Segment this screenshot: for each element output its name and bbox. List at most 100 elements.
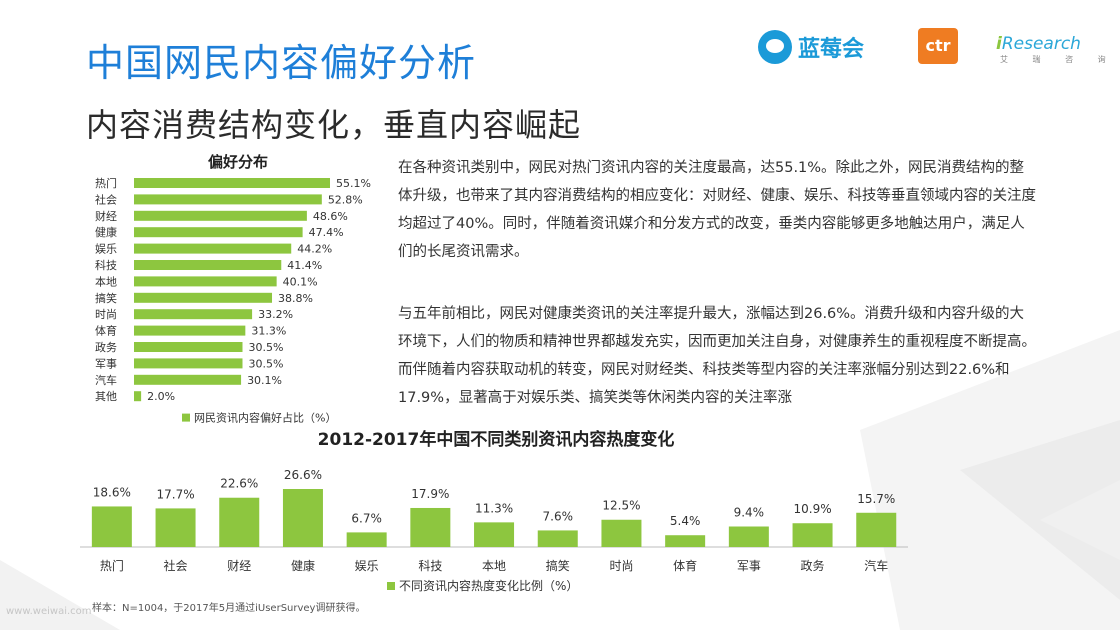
hchart-bar [134, 210, 307, 221]
hchart-category-label: 本地 [95, 274, 117, 288]
vchart-value-label: 7.6% [543, 509, 574, 523]
hchart-category-label: 科技 [95, 258, 117, 272]
hchart-value-label: 2.0% [147, 390, 175, 403]
vchart-bar [474, 522, 515, 547]
hchart-category-label: 体育 [95, 324, 117, 338]
vchart-value-label: 12.5% [602, 499, 640, 513]
hchart-value-label: 30.5% [248, 357, 283, 370]
vchart-category-label: 社会 [164, 558, 188, 573]
iresearch-logo-text: Research [1001, 34, 1081, 54]
vchart-bar [665, 535, 706, 547]
page-title: 中国网民内容偏好分析 [86, 41, 477, 85]
vchart-value-label: 11.3% [475, 501, 513, 515]
vchart-category-label: 搞笑 [546, 558, 570, 573]
vchart-category-label: 体育 [673, 558, 697, 573]
hchart-value-label: 40.1% [283, 275, 318, 288]
content-heat-change-chart: 2012-2017年中国不同类别资讯内容热度变化 18.6% 热门 17.7% 社会 22… [80, 429, 908, 593]
vchart-category-label: 娱乐 [355, 559, 379, 573]
hchart-category-label: 健康 [95, 225, 117, 239]
hchart-bar [134, 243, 292, 254]
hchart-value-label: 33.2% [258, 308, 293, 321]
vchart-category-label: 科技 [418, 559, 442, 573]
vchart-category-label: 健康 [291, 558, 315, 573]
vchart-bar [282, 489, 323, 547]
vchart-category-label: 汽车 [864, 558, 888, 573]
vchart-bar [155, 508, 196, 547]
vchart-bar [91, 506, 132, 547]
hchart-category-label: 军事 [95, 357, 117, 370]
hchart-value-label: 44.2% [297, 243, 332, 256]
hchart-value-label: 30.1% [247, 374, 282, 387]
hchart-category-label: 其他 [95, 390, 117, 403]
hchart-bar [134, 309, 253, 320]
hchart-value-label: 41.4% [287, 259, 322, 272]
hchart-bar [134, 292, 273, 303]
sample-footnote: 样本：N=1004，于2017年5月通过iUserSurvey调研获得。 [92, 603, 366, 614]
vchart-category-label: 热门 [100, 558, 124, 573]
hchart-title: 偏好分布 [208, 153, 268, 171]
vchart-value-label: 15.7% [857, 492, 895, 506]
vchart-value-label: 18.6% [93, 485, 131, 499]
hchart-legend-label: 网民资讯内容偏好占比（%） [194, 411, 336, 425]
vchart-value-label: 9.4% [734, 506, 765, 520]
vchart-legend-swatch [387, 582, 395, 590]
hchart-value-label: 48.6% [313, 210, 348, 223]
watermark-text: www.weiwai.com [6, 606, 92, 617]
hchart-category-label: 热门 [95, 176, 117, 190]
hchart-value-label: 47.4% [309, 226, 344, 239]
hchart-category-label: 时尚 [95, 307, 117, 321]
iresearch-logo: iResearch 艾 瑞 咨 询 [996, 34, 1117, 65]
vchart-bar [856, 512, 897, 547]
vchart-bar [219, 497, 260, 547]
vchart-category-label: 本地 [482, 559, 506, 573]
hchart-bar [134, 391, 142, 402]
hchart-value-label: 55.1% [336, 177, 371, 190]
hchart-value-label: 52.8% [328, 193, 363, 206]
hchart-category-label: 财经 [95, 209, 117, 223]
vchart-value-label: 22.6% [220, 477, 258, 491]
hchart-bar [134, 358, 243, 369]
vchart-bar [537, 530, 578, 547]
hchart-bar [134, 342, 243, 352]
ctr-logo: ctr [918, 28, 958, 64]
hchart-category-label: 搞笑 [95, 291, 117, 305]
vchart-title: 2012-2017年中国不同类别资讯内容热度变化 [318, 429, 675, 450]
vchart-value-label: 6.7% [351, 511, 382, 525]
vchart-category-label: 军事 [737, 559, 761, 573]
hchart-category-label: 汽车 [95, 373, 117, 387]
vchart-bar [346, 532, 387, 547]
hchart-bar [134, 276, 277, 287]
hchart-value-label: 38.8% [278, 292, 313, 305]
vchart-bar [728, 526, 769, 547]
blueberry-icon [758, 30, 792, 64]
page-subtitle: 内容消费结构变化，垂直内容崛起 [86, 106, 582, 144]
hchart-bar [134, 178, 330, 188]
vchart-value-label: 17.9% [411, 487, 449, 501]
vchart-value-label: 26.6% [284, 468, 322, 482]
iresearch-logo-cn: 艾 瑞 咨 询 [1000, 55, 1117, 64]
hchart-value-label: 30.5% [248, 341, 283, 354]
hchart-category-label: 政务 [95, 340, 117, 354]
vchart-bar [410, 507, 451, 547]
hchart-category-label: 娱乐 [95, 242, 117, 256]
hchart-bar [134, 227, 303, 238]
hchart-value-label: 31.3% [251, 325, 286, 338]
hchart-category-label: 社会 [95, 192, 117, 206]
analysis-paragraph-1: 在各种资讯类别中，网民对热门资讯内容的关注度最高，达55.1%。除此之外，网民消… [398, 160, 1036, 260]
hchart-bar [134, 260, 282, 270]
vchart-category-label: 政务 [801, 558, 825, 573]
hchart-bar [134, 325, 246, 336]
lanmeihui-logo-text: 蓝莓会 [798, 37, 865, 62]
vchart-bar [792, 523, 833, 547]
hchart-bar [134, 374, 242, 385]
vchart-value-label: 5.4% [670, 514, 701, 528]
iresearch-logo-i: i [996, 34, 1002, 54]
vchart-bar [601, 519, 642, 547]
analysis-paragraph-2: 与五年前相比，网民对健康类资讯的关注率提升最大，涨幅达到26.6%。消费升级和内… [398, 306, 1036, 406]
lanmeihui-logo: 蓝莓会 [758, 30, 864, 64]
vchart-category-label: 时尚 [609, 559, 633, 573]
hchart-legend-swatch [182, 413, 190, 422]
vchart-category-label: 财经 [227, 559, 251, 573]
vchart-legend-label: 不同资讯内容热度变化比例（%） [399, 578, 578, 593]
